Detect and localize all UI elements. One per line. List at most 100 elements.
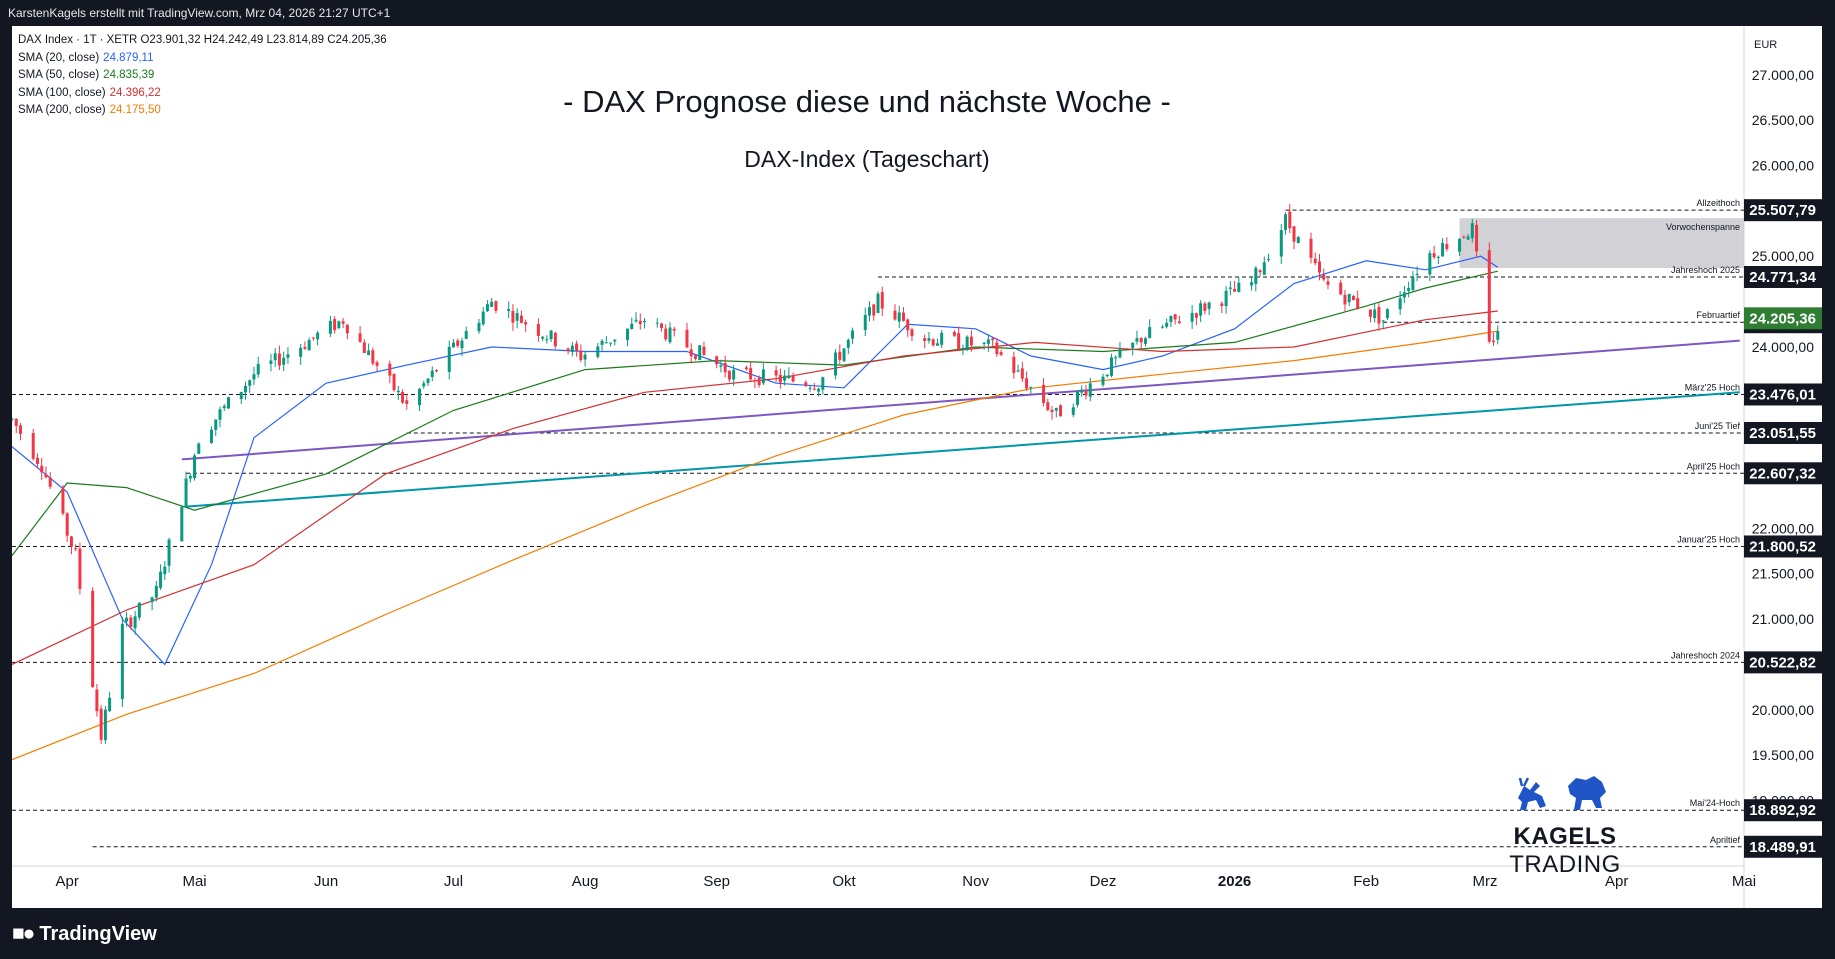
- candle-body: [218, 409, 222, 420]
- x-tick-label: Feb: [1353, 873, 1379, 890]
- candle-body: [74, 548, 78, 550]
- candle-body: [243, 385, 247, 393]
- candle-body: [1194, 313, 1198, 318]
- candle-body: [418, 388, 422, 406]
- candle-body: [940, 332, 944, 345]
- level-price-label: 23.476,01: [1749, 386, 1816, 403]
- candle-body: [426, 378, 430, 383]
- candle-body: [129, 617, 133, 627]
- candle-body: [269, 360, 273, 364]
- candle-body: [672, 328, 676, 331]
- candle-body: [1309, 238, 1313, 258]
- candle-body: [375, 362, 379, 366]
- candle-body: [1428, 253, 1432, 275]
- tradingview-logo[interactable]: ■● TradingView: [12, 922, 157, 946]
- candle-body: [698, 345, 702, 360]
- legend-instrument: DAX Index · 1T · XETR O23.901,32 H24.242…: [18, 34, 387, 46]
- candle-body: [1050, 409, 1054, 412]
- x-tick-label: Dez: [1090, 873, 1117, 890]
- candle-body: [273, 353, 277, 361]
- y-tick-label: 26.500,00: [1752, 112, 1814, 128]
- candle-body: [660, 323, 663, 328]
- level-price-box: [1744, 535, 1822, 558]
- candle-body: [31, 433, 35, 459]
- candle-body: [1118, 349, 1122, 358]
- legend-sma50-value: 24.835,39: [103, 69, 155, 81]
- candle-body: [1279, 230, 1283, 257]
- level-name: Mai'24-Hoch: [1690, 798, 1740, 808]
- candle-body: [952, 332, 956, 336]
- candle-body: [1148, 327, 1152, 339]
- candle-body: [1237, 282, 1241, 292]
- candle-body: [638, 320, 642, 325]
- y-tick-label: 21.500,00: [1752, 566, 1814, 582]
- price-chart[interactable]: Vorwochenspanne Allzeithoch Jahreshoch 202…: [12, 26, 1822, 908]
- trendline-purple: [181, 339, 1740, 461]
- candle-body: [133, 616, 137, 629]
- candle-body: [906, 319, 910, 331]
- candle-body: [545, 339, 549, 341]
- candle-body: [197, 443, 201, 454]
- candle-body: [1016, 370, 1020, 372]
- candle-body: [511, 310, 515, 323]
- candle-body: [1377, 307, 1381, 324]
- candle-body: [634, 319, 638, 322]
- x-tick-label: Okt: [832, 873, 856, 890]
- candle-body: [893, 310, 897, 320]
- candle-body: [986, 339, 990, 344]
- candle-body: [668, 327, 672, 343]
- level-price-box: [1744, 835, 1822, 858]
- candle-body: [333, 319, 337, 331]
- candle-body: [1173, 314, 1177, 320]
- candle-body: [1080, 389, 1084, 393]
- candle-body: [345, 324, 349, 334]
- candle-body: [120, 623, 124, 700]
- candle-body: [817, 388, 821, 392]
- legend-sma20-value: 24.879,11: [103, 51, 154, 64]
- x-tick-label: Jul: [444, 873, 463, 890]
- candle-body: [1368, 309, 1372, 317]
- level-price-box: [1744, 199, 1822, 222]
- candle-body: [1029, 387, 1033, 389]
- legend-sma200-value: 24.175,50: [109, 104, 161, 116]
- candle-body: [159, 571, 163, 588]
- candle-body: [1347, 294, 1351, 303]
- legend-sma200: SMA (200, close) 24.175,50: [18, 102, 387, 120]
- candle-body: [761, 369, 765, 384]
- candle-body: [630, 323, 634, 329]
- candle-body: [239, 392, 243, 399]
- level-price-box: [1744, 383, 1822, 406]
- candle-body: [210, 429, 214, 443]
- candle-body: [689, 349, 693, 357]
- level-price-label: 18.892,92: [1749, 802, 1816, 819]
- candle-body: [1203, 303, 1207, 311]
- candle-body: [1470, 223, 1474, 239]
- candle-body: [579, 350, 583, 361]
- candle-body: [1436, 256, 1440, 258]
- candle-body: [99, 708, 103, 740]
- candle-body: [1101, 376, 1105, 385]
- candle-body: [1296, 236, 1300, 244]
- candle-body: [180, 506, 184, 542]
- candle-body: [125, 617, 129, 622]
- candle-body: [1139, 337, 1143, 343]
- candle-body: [1284, 214, 1288, 230]
- candle-body: [931, 339, 935, 346]
- chart-panel[interactable]: Vorwochenspanne Allzeithoch Jahreshoch 202…: [12, 26, 1822, 908]
- candle-body: [774, 370, 778, 376]
- candle-body: [69, 536, 73, 547]
- candle-body: [995, 342, 999, 355]
- level-price-box: [1744, 265, 1822, 288]
- candle-body: [753, 379, 757, 381]
- candle-body: [787, 375, 791, 379]
- candle-body: [1071, 407, 1075, 415]
- level-name: März'25 Hoch: [1685, 382, 1740, 392]
- candle-body: [1339, 282, 1343, 295]
- current-price-box: [1744, 307, 1822, 330]
- candle-body: [1326, 281, 1330, 285]
- candle-body: [1199, 303, 1203, 316]
- level-price-label: 25.507,79: [1749, 202, 1816, 219]
- candle-body: [566, 348, 570, 352]
- candle-body: [804, 382, 808, 386]
- candle-body: [1177, 321, 1181, 323]
